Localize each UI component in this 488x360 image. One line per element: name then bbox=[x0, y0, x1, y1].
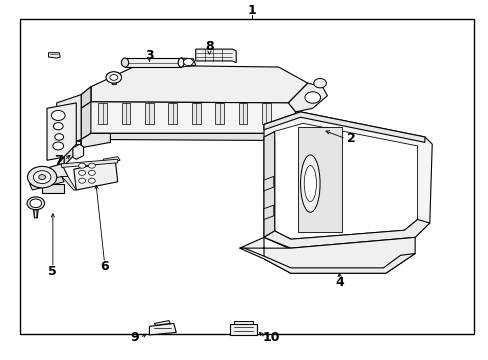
Polygon shape bbox=[181, 58, 195, 67]
Circle shape bbox=[110, 75, 118, 80]
Circle shape bbox=[88, 163, 95, 168]
Polygon shape bbox=[195, 49, 236, 63]
Polygon shape bbox=[273, 123, 417, 239]
Polygon shape bbox=[191, 103, 200, 125]
Text: 3: 3 bbox=[145, 49, 153, 62]
Circle shape bbox=[88, 178, 95, 183]
Text: 4: 4 bbox=[334, 276, 343, 289]
Polygon shape bbox=[145, 103, 154, 125]
Circle shape bbox=[30, 199, 41, 208]
Polygon shape bbox=[64, 139, 81, 166]
Polygon shape bbox=[49, 157, 64, 184]
Polygon shape bbox=[122, 103, 130, 125]
Polygon shape bbox=[233, 320, 252, 324]
Polygon shape bbox=[81, 87, 91, 108]
Polygon shape bbox=[91, 134, 295, 140]
Circle shape bbox=[79, 163, 85, 168]
Polygon shape bbox=[33, 210, 38, 218]
Polygon shape bbox=[81, 102, 91, 139]
Polygon shape bbox=[81, 87, 91, 108]
Text: 10: 10 bbox=[262, 331, 280, 344]
Polygon shape bbox=[264, 112, 431, 248]
Polygon shape bbox=[47, 103, 76, 160]
Polygon shape bbox=[264, 176, 273, 191]
Polygon shape bbox=[314, 128, 319, 139]
Polygon shape bbox=[61, 176, 76, 190]
Polygon shape bbox=[74, 160, 118, 190]
Polygon shape bbox=[238, 103, 247, 125]
Circle shape bbox=[39, 175, 45, 180]
Text: 9: 9 bbox=[130, 331, 139, 344]
Polygon shape bbox=[264, 112, 424, 142]
Polygon shape bbox=[112, 77, 116, 84]
Polygon shape bbox=[288, 83, 315, 112]
Ellipse shape bbox=[300, 155, 320, 212]
Polygon shape bbox=[42, 184, 64, 193]
Circle shape bbox=[313, 78, 326, 88]
Circle shape bbox=[27, 166, 57, 188]
Polygon shape bbox=[103, 157, 120, 163]
Text: 5: 5 bbox=[48, 265, 57, 278]
Polygon shape bbox=[215, 103, 224, 125]
Polygon shape bbox=[229, 324, 256, 335]
Polygon shape bbox=[264, 220, 429, 248]
Circle shape bbox=[53, 142, 63, 150]
Polygon shape bbox=[168, 103, 177, 125]
Circle shape bbox=[27, 197, 44, 210]
Polygon shape bbox=[81, 102, 295, 134]
Polygon shape bbox=[239, 248, 414, 273]
Polygon shape bbox=[61, 159, 118, 167]
Circle shape bbox=[79, 178, 85, 183]
Text: 8: 8 bbox=[204, 40, 213, 53]
Polygon shape bbox=[298, 127, 341, 232]
Polygon shape bbox=[298, 114, 307, 123]
Bar bbox=[20, 19, 473, 334]
Text: 6: 6 bbox=[100, 260, 109, 273]
Polygon shape bbox=[30, 176, 64, 190]
Polygon shape bbox=[125, 58, 181, 67]
Polygon shape bbox=[262, 103, 270, 125]
Circle shape bbox=[79, 170, 85, 175]
Polygon shape bbox=[73, 144, 83, 159]
Ellipse shape bbox=[121, 58, 128, 67]
Text: 2: 2 bbox=[346, 132, 355, 145]
Circle shape bbox=[33, 171, 51, 184]
Polygon shape bbox=[300, 123, 305, 134]
Polygon shape bbox=[149, 323, 176, 335]
Polygon shape bbox=[154, 320, 170, 325]
Polygon shape bbox=[91, 65, 307, 103]
Circle shape bbox=[51, 111, 65, 121]
Polygon shape bbox=[311, 119, 321, 128]
Ellipse shape bbox=[304, 166, 316, 202]
Circle shape bbox=[183, 58, 193, 66]
Polygon shape bbox=[30, 164, 68, 184]
Polygon shape bbox=[264, 205, 273, 220]
Circle shape bbox=[305, 92, 320, 103]
Polygon shape bbox=[239, 237, 414, 273]
Polygon shape bbox=[264, 132, 274, 237]
Text: 7: 7 bbox=[54, 154, 62, 167]
Polygon shape bbox=[288, 83, 327, 112]
Polygon shape bbox=[98, 103, 107, 125]
Circle shape bbox=[88, 170, 95, 175]
Polygon shape bbox=[57, 95, 81, 148]
Circle shape bbox=[53, 123, 63, 130]
Polygon shape bbox=[81, 134, 110, 148]
Circle shape bbox=[55, 134, 63, 140]
Polygon shape bbox=[48, 53, 60, 58]
Text: 1: 1 bbox=[247, 4, 256, 17]
Circle shape bbox=[106, 72, 122, 83]
Ellipse shape bbox=[178, 58, 183, 67]
Polygon shape bbox=[76, 140, 80, 144]
